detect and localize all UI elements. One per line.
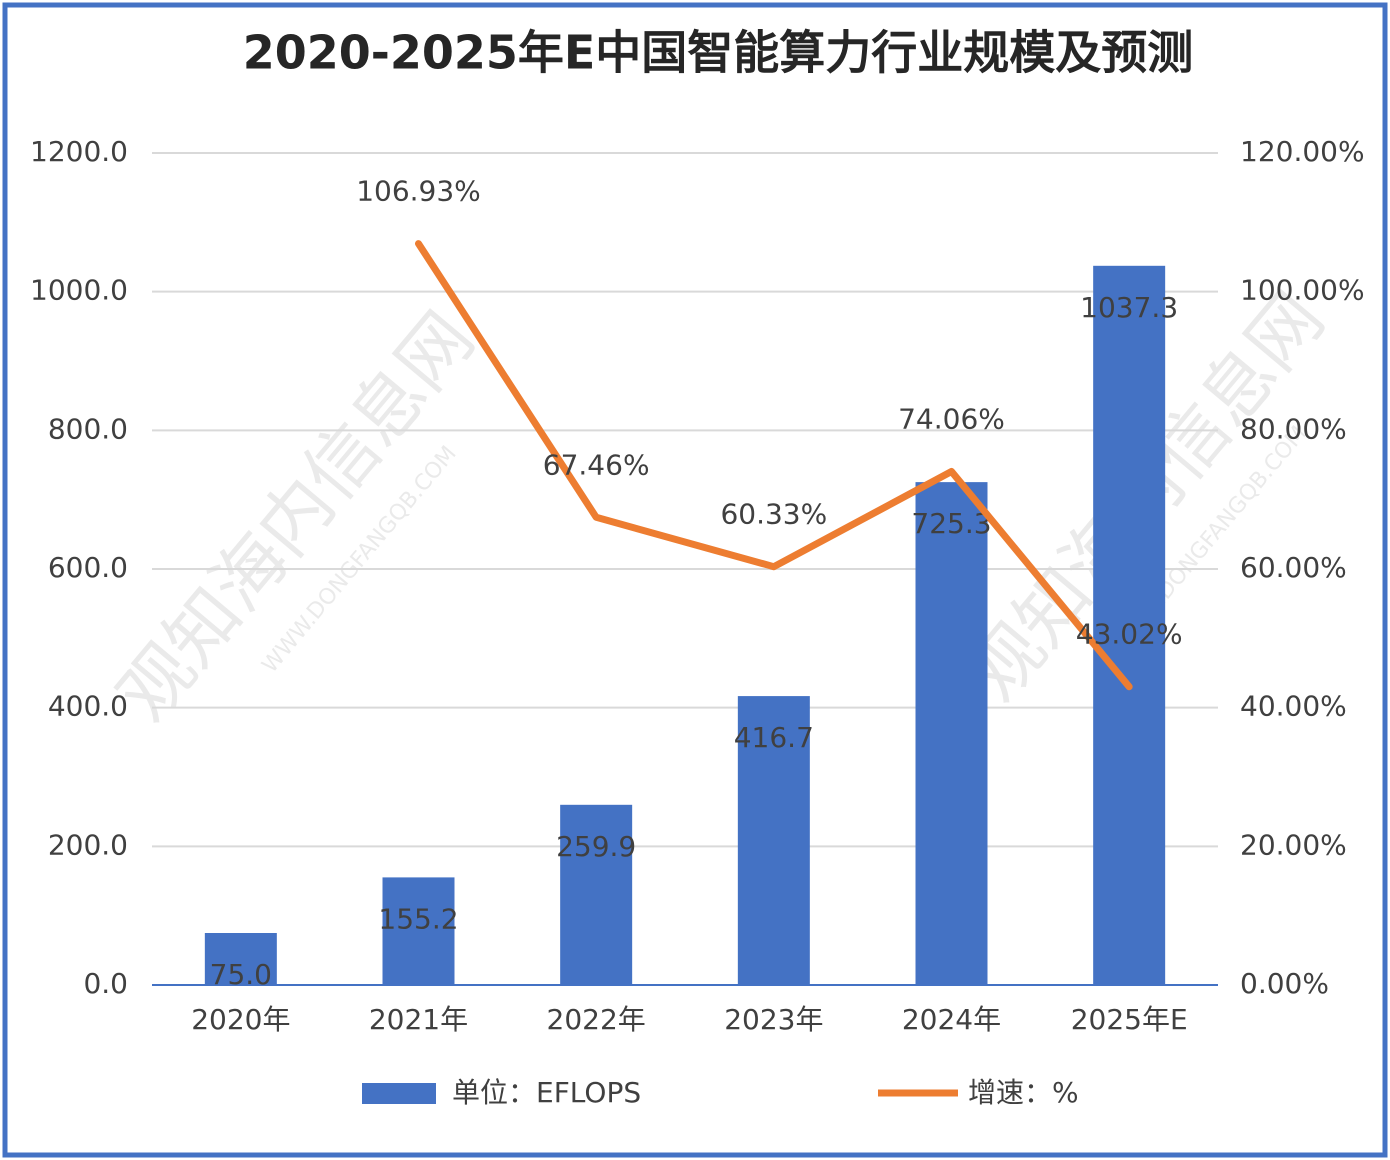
y-tick-label: 800.0 — [48, 412, 128, 445]
bar-value-label: 259.9 — [556, 830, 636, 863]
bar — [915, 482, 988, 985]
bar-value-label: 1037.3 — [1080, 291, 1178, 324]
x-tick-label: 2024年 — [902, 1003, 1001, 1036]
x-tick-label: 2020年 — [191, 1003, 290, 1036]
y-tick-label: 400.0 — [48, 690, 128, 723]
y-tick-label: 600.0 — [48, 551, 128, 584]
y2-tick-label: 0.00% — [1240, 967, 1329, 1000]
y2-tick-label: 20.00% — [1240, 828, 1347, 861]
line — [415, 240, 1133, 691]
bar-value-label: 725.3 — [911, 507, 991, 540]
y-tick-label: 0.0 — [83, 967, 128, 1000]
bar — [737, 696, 810, 985]
bar — [1093, 265, 1166, 986]
x-tick-label: 2021年 — [369, 1003, 468, 1036]
y-tick-label: 1000.0 — [30, 274, 128, 307]
y-tick-label: 200.0 — [48, 828, 128, 861]
chart-title: 2020-2025年E中国智能算力行业规模及预测 — [243, 26, 1194, 80]
y2-tick-label: 60.00% — [1240, 551, 1347, 584]
y2-tick-label: 100.00% — [1240, 274, 1365, 307]
line-value-label: 74.06% — [898, 403, 1005, 436]
y2-tick-label: 120.00% — [1240, 135, 1365, 168]
bar-value-label: 75.0 — [210, 958, 272, 991]
line-value-label: 106.93% — [356, 175, 481, 208]
x-tick-label: 2025年E — [1071, 1003, 1188, 1036]
x-tick-label: 2023年 — [724, 1003, 823, 1036]
line-value-label: 60.33% — [720, 498, 827, 531]
legend-swatch — [362, 1083, 436, 1104]
y2-tick-label: 80.00% — [1240, 412, 1347, 445]
y-tick-label: 1200.0 — [30, 135, 128, 168]
legend-label: 增速：% — [968, 1076, 1079, 1109]
bar — [560, 804, 633, 985]
legend-label: 单位：EFLOPS — [452, 1076, 641, 1109]
bar-value-label: 416.7 — [734, 721, 814, 754]
bar — [382, 877, 455, 985]
bar-value-label: 155.2 — [378, 902, 458, 935]
bar — [204, 933, 277, 985]
x-tick-label: 2022年 — [547, 1003, 646, 1036]
line-value-label: 43.02% — [1076, 618, 1183, 651]
y2-tick-label: 40.00% — [1240, 690, 1347, 723]
line-value-label: 67.46% — [543, 448, 650, 481]
